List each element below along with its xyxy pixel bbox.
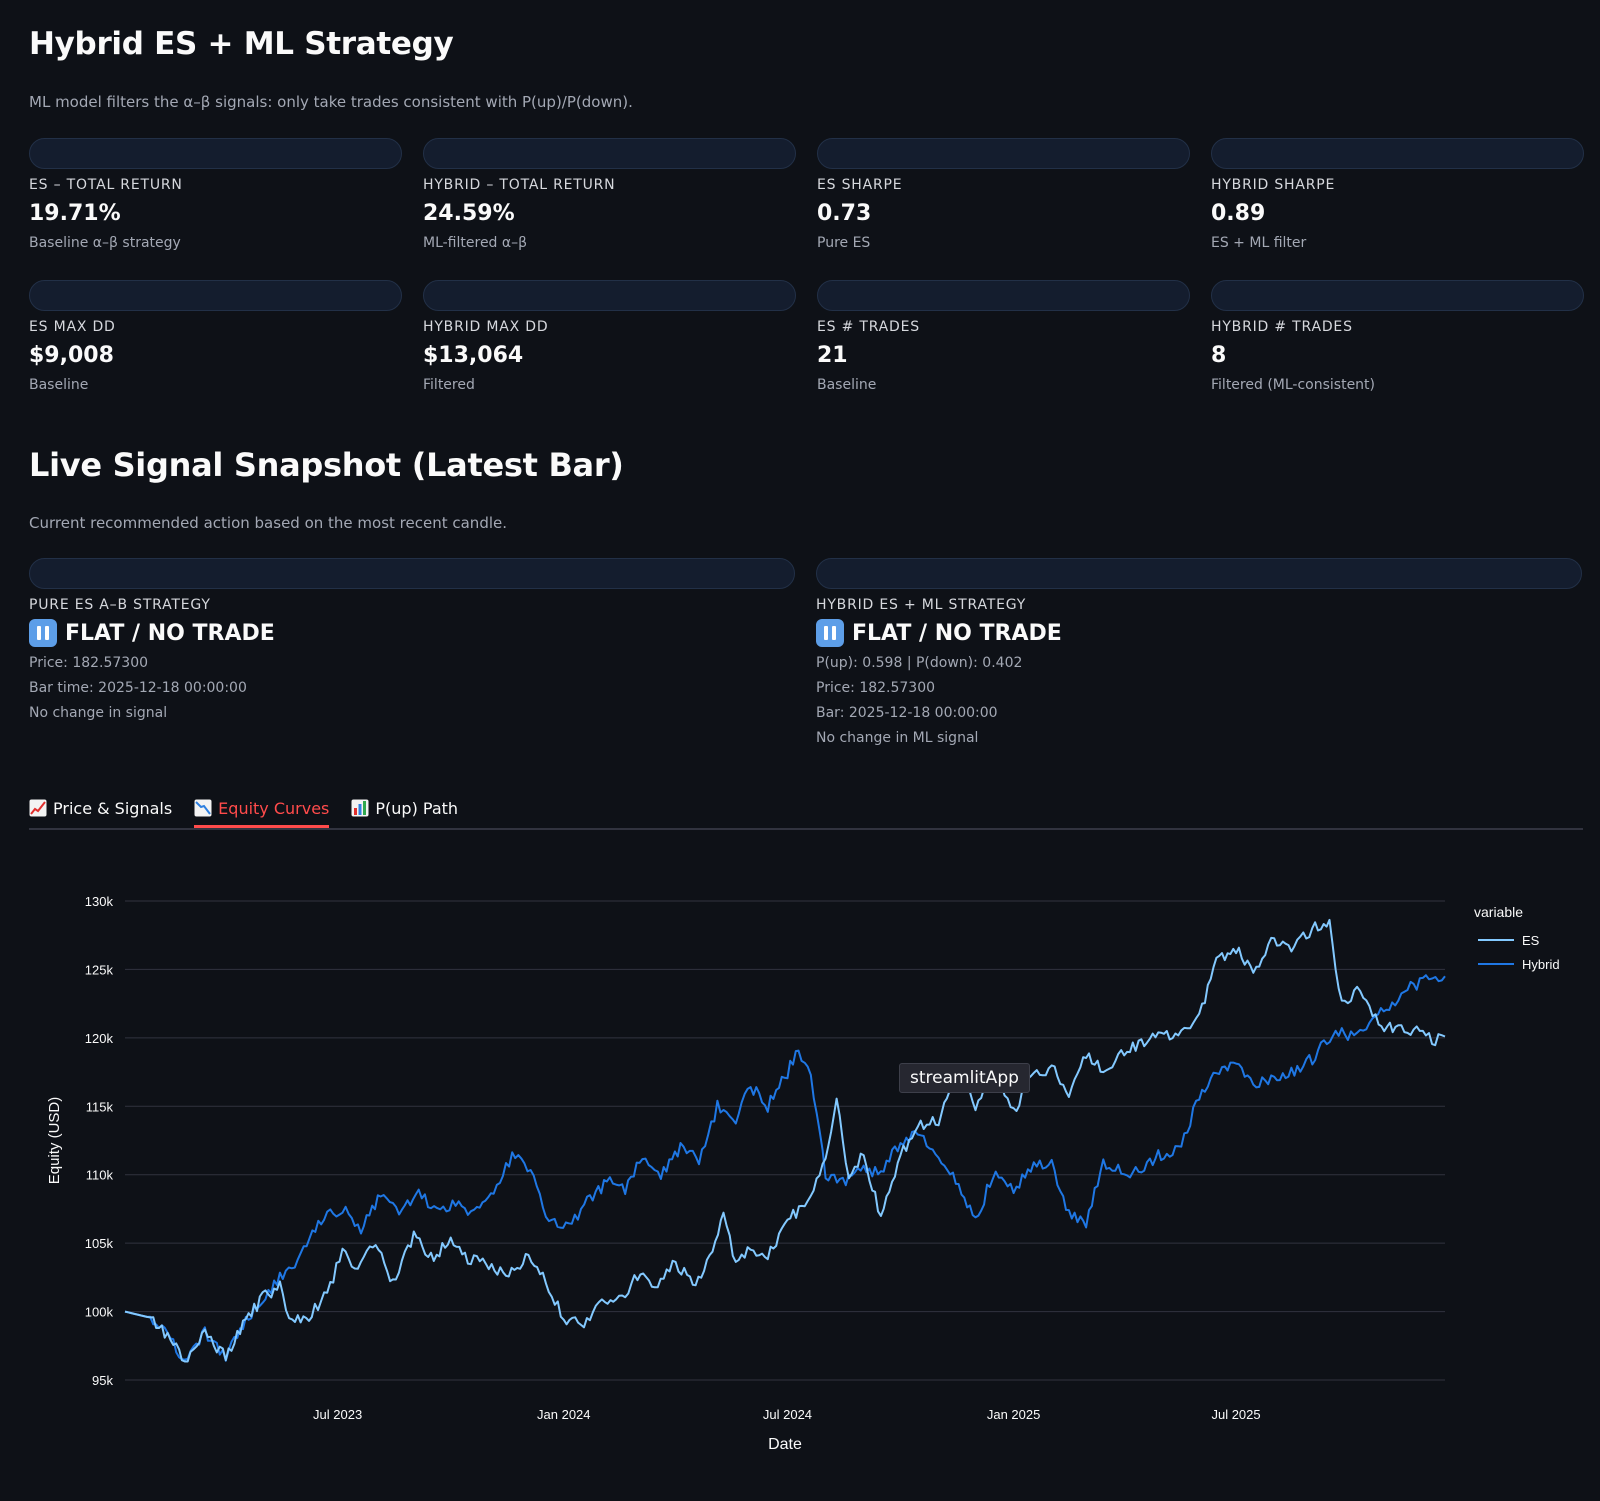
metric-label: ES – TOTAL RETURN (29, 177, 183, 193)
metric-label: HYBRID MAX DD (423, 319, 549, 335)
legend-label: ES (1522, 933, 1540, 948)
tab-bar: Price & Signals Equity Curves P(up) Path (29, 790, 1583, 830)
metric-value: 19.71% (29, 201, 121, 226)
snapshot-detail: Bar time: 2025-12-18 00:00:00 (29, 680, 247, 696)
snapshot-action-text: FLAT / NO TRADE (852, 620, 1062, 646)
y-tick-label: 115k (86, 1099, 114, 1114)
metric-bar (423, 138, 796, 169)
metric-bar (817, 138, 1190, 169)
tab-label: P(up) Path (375, 798, 459, 818)
y-tick-label: 95k (92, 1373, 113, 1388)
metric-label: ES SHARPE (817, 177, 903, 193)
metric-label: HYBRID SHARPE (1211, 177, 1336, 193)
metric-label: ES MAX DD (29, 319, 116, 335)
metric-value: 24.59% (423, 201, 515, 226)
snapshot-action: FLAT / NO TRADE (816, 619, 1582, 647)
series-line-es (124, 918, 1446, 1363)
snapshot-hybrid: HYBRID ES + ML STRATEGY FLAT / NO TRADE … (816, 558, 1582, 747)
metric-hybrid-trades: HYBRID # TRADES 8 Filtered (ML-consisten… (1211, 280, 1584, 393)
bar-chart-icon (351, 799, 369, 817)
metric-hybrid-sharpe: HYBRID SHARPE 0.89 ES + ML filter (1211, 138, 1584, 251)
pause-icon (816, 619, 844, 647)
metric-value: 0.73 (817, 201, 872, 226)
metric-es-max-dd: ES MAX DD $9,008 Baseline (29, 280, 402, 393)
snapshot-subtitle: Current recommended action based on the … (29, 514, 508, 532)
snapshot-bar (816, 558, 1582, 589)
metric-value: $9,008 (29, 343, 114, 368)
tab-price-signals[interactable]: Price & Signals (29, 790, 172, 826)
metric-label: ES # TRADES (817, 319, 920, 335)
x-tick-label: Jul 2024 (763, 1407, 812, 1422)
snapshot-detail: No change in signal (29, 705, 168, 721)
metric-label: HYBRID – TOTAL RETURN (423, 177, 616, 193)
metric-hybrid-max-dd: HYBRID MAX DD $13,064 Filtered (423, 280, 796, 393)
metric-caption: ML-filtered α–β (423, 235, 528, 251)
metric-es-sharpe: ES SHARPE 0.73 Pure ES (817, 138, 1190, 251)
legend-label: Hybrid (1522, 957, 1560, 972)
metric-label: HYBRID # TRADES (1211, 319, 1353, 335)
metric-bar (817, 280, 1190, 311)
metrics-row-1: ES – TOTAL RETURN 19.71% Baseline α–β st… (29, 138, 1584, 251)
x-tick-label: Jan 2024 (537, 1407, 591, 1422)
x-axis-title: Date (768, 1436, 802, 1453)
metrics-row-2: ES MAX DD $9,008 Baseline HYBRID MAX DD … (29, 280, 1584, 393)
page-subtitle: ML model filters the α–β signals: only t… (29, 93, 633, 111)
metric-bar (1211, 138, 1584, 169)
chart-increasing-icon (29, 799, 47, 817)
metric-caption: Filtered (423, 377, 475, 393)
tooltip: streamlitApp (899, 1063, 1030, 1093)
y-tick-label: 125k (85, 962, 114, 977)
tab-label: Equity Curves (218, 798, 330, 818)
snapshot-detail: Price: 182.57300 (29, 655, 149, 671)
metric-value: $13,064 (423, 343, 524, 368)
snapshot-detail: No change in ML signal (816, 730, 979, 746)
x-tick-label: Jul 2023 (313, 1407, 362, 1422)
snapshot-action-text: FLAT / NO TRADE (65, 620, 275, 646)
tab-pup-path[interactable]: P(up) Path (351, 790, 458, 826)
pause-icon (29, 619, 57, 647)
tab-label: Price & Signals (53, 798, 173, 818)
series-line-hybrid (124, 974, 1446, 1362)
page-title: Hybrid ES + ML Strategy (29, 26, 454, 62)
y-axis-title: Equity (USD) (46, 1097, 63, 1185)
snapshot-action: FLAT / NO TRADE (29, 619, 795, 647)
snapshot-bar (29, 558, 795, 589)
legend-title: variable (1474, 904, 1523, 920)
metric-caption: Pure ES (817, 235, 871, 251)
snapshot-detail: P(up): 0.598 | P(down): 0.402 (816, 655, 1023, 671)
snapshot-label: PURE ES A–B STRATEGY (29, 597, 211, 613)
metric-caption: Baseline (29, 377, 89, 393)
metric-value: 21 (817, 343, 848, 368)
y-tick-label: 130k (85, 894, 114, 909)
tab-equity-curves[interactable]: Equity Curves (194, 790, 330, 828)
snapshot-detail: Price: 182.57300 (816, 680, 936, 696)
metric-bar (1211, 280, 1584, 311)
metric-value: 0.89 (1211, 201, 1266, 226)
metric-caption: Filtered (ML-consistent) (1211, 377, 1376, 393)
snapshot-grid: PURE ES A–B STRATEGY FLAT / NO TRADE Pri… (29, 558, 1583, 747)
metric-es-total-return: ES – TOTAL RETURN 19.71% Baseline α–β st… (29, 138, 402, 251)
metric-caption: Baseline α–β strategy (29, 235, 181, 251)
y-tick-label: 110k (86, 1168, 114, 1183)
metric-value: 8 (1211, 343, 1227, 368)
metric-hybrid-total-return: HYBRID – TOTAL RETURN 24.59% ML-filtered… (423, 138, 796, 251)
x-tick-label: Jul 2025 (1211, 1407, 1260, 1422)
metric-bar (29, 138, 402, 169)
chart-decreasing-icon (194, 799, 212, 817)
snapshot-label: HYBRID ES + ML STRATEGY (816, 597, 1027, 613)
y-tick-label: 100k (85, 1305, 114, 1320)
metric-bar (423, 280, 796, 311)
x-tick-label: Jan 2025 (987, 1407, 1041, 1422)
y-tick-label: 120k (85, 1031, 114, 1046)
snapshot-detail: Bar: 2025-12-18 00:00:00 (816, 705, 998, 721)
snapshot-pure-es: PURE ES A–B STRATEGY FLAT / NO TRADE Pri… (29, 558, 795, 747)
metric-bar (29, 280, 402, 311)
y-tick-label: 105k (85, 1236, 114, 1251)
metric-es-trades: ES # TRADES 21 Baseline (817, 280, 1190, 393)
metric-caption: ES + ML filter (1211, 235, 1307, 251)
snapshot-title: Live Signal Snapshot (Latest Bar) (29, 446, 624, 484)
metric-caption: Baseline (817, 377, 877, 393)
